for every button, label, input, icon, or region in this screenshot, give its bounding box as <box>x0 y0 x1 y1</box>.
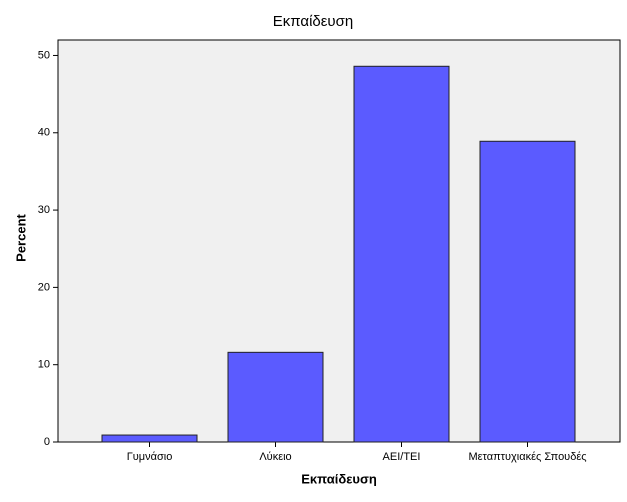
y-tick-label: 30 <box>38 204 50 216</box>
bar <box>101 434 198 443</box>
y-tick-label: 0 <box>44 436 50 448</box>
y-tick-label: 10 <box>38 359 50 371</box>
y-tick-label: 20 <box>38 281 50 293</box>
x-tick-label: Γυμνάσιο <box>127 451 173 463</box>
y-axis-title: Percent <box>13 213 28 261</box>
x-tick-label: Μεταπτυχιακές Σπουδές <box>468 451 586 463</box>
bar <box>353 65 450 443</box>
y-tick-label: 40 <box>38 127 50 139</box>
bar <box>479 140 576 443</box>
x-tick-label: ΑΕΙ/ΤΕΙ <box>383 451 421 463</box>
x-tick-label: Λύκειο <box>259 451 291 463</box>
x-axis-title: Εκπαίδευση <box>301 471 377 486</box>
bar <box>227 351 324 443</box>
chart-title: Εκπαίδευση <box>273 13 354 30</box>
y-tick-label: 50 <box>38 49 50 61</box>
